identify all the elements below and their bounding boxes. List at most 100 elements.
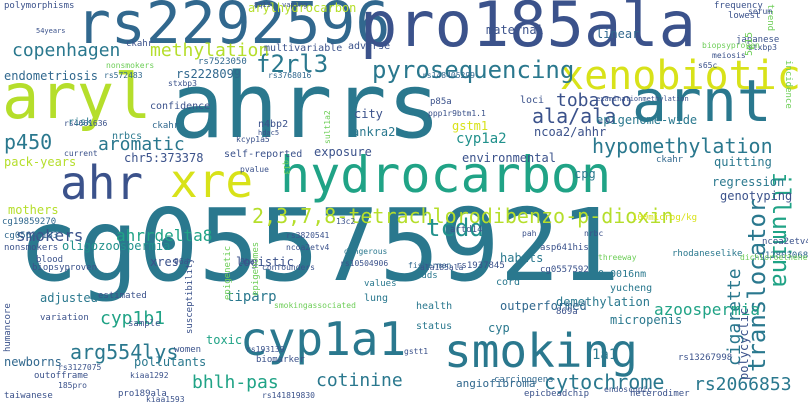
cloud-word: cyp1b1 <box>100 308 166 329</box>
cloud-word: newborns <box>4 355 62 369</box>
cloud-word: meiosis <box>712 51 746 60</box>
cloud-word: confidence <box>150 101 211 112</box>
cloud-word: 185pro <box>58 381 87 390</box>
cloud-word: susceptibility <box>185 258 195 334</box>
cloud-word: lung <box>364 293 389 304</box>
cloud-word: copenhagen <box>12 40 121 61</box>
cloud-word: cyp1a2 <box>456 131 507 147</box>
cloud-word: rs7523050 <box>198 57 247 67</box>
cloud-word: tobacco <box>556 90 632 111</box>
cloud-word: endometriosis <box>4 69 98 83</box>
cloud-word: asp641his <box>540 243 589 253</box>
cloud-word: odds <box>416 271 438 281</box>
cloud-word: p450 <box>4 130 53 154</box>
cloud-word: 96a <box>174 257 189 266</box>
cloud-word: aromatic <box>98 134 185 155</box>
cloud-word: pro189ala <box>118 389 167 399</box>
cloud-word: lowest <box>728 11 761 21</box>
cloud-word: serum <box>748 7 773 16</box>
cloud-word: bhlh-pas <box>192 372 279 393</box>
cloud-word: stxbp3 <box>168 79 197 88</box>
cloud-word: ahrrdelta8 <box>116 226 213 245</box>
cloud-word: examinationmethylation <box>596 95 689 103</box>
cloud-word: cg19859270 <box>2 217 57 227</box>
cloud-word: 2,3,7,8-tetrachlorodibenzo-p-dioxin <box>252 204 674 228</box>
cloud-word: maternal <box>486 23 544 37</box>
cloud-word: rs3127075 <box>58 363 102 372</box>
cloud-word: ahr <box>60 156 144 210</box>
cloud-word: adverse <box>348 41 391 52</box>
cloud-word: methylation <box>150 40 270 61</box>
cloud-word: cg05636183 <box>4 231 59 241</box>
cloud-word: rhodaneselike <box>672 249 743 259</box>
cloud-word: s65c <box>698 61 718 70</box>
cloud-word: genotyping <box>720 189 793 203</box>
cloud-word: frequency <box>714 1 763 11</box>
cloud-word: cg05575921 <box>18 187 621 304</box>
cloud-word: arg554lys <box>70 340 179 364</box>
cloud-word: rs10504906 <box>340 259 389 268</box>
cloud-word: outperformed <box>500 299 587 313</box>
cloud-word: hdac5 <box>258 129 280 137</box>
cloud-word: cyp <box>488 321 510 335</box>
cloud-word: 9ba <box>240 257 255 266</box>
cloud-word: 1a1 <box>592 347 618 363</box>
cloud-word: polycyclic <box>737 307 751 380</box>
cloud-word: hydrocarbon <box>280 146 612 204</box>
cloud-word: 0.0016nm <box>598 269 647 280</box>
cloud-word: arylhydrocarbon <box>248 1 357 15</box>
cloud-word: ncoa2/ahhr <box>534 125 607 139</box>
cloud-word: 100microg/kg <box>632 213 698 223</box>
cloud-word: ala185ala <box>420 263 464 272</box>
cloud-word: pvalue <box>240 165 269 174</box>
cloud-word: cg0557592 <box>540 265 589 275</box>
cloud-word: nrbc <box>584 229 604 238</box>
cloud-word: ckahr <box>656 155 684 165</box>
cloud-word: rs141819830 <box>262 391 315 400</box>
cloud-word: cg12803068 <box>754 251 808 261</box>
cloud-word: threeway <box>598 253 637 262</box>
cloud-word: ppp1r9btm1.1 <box>428 109 486 118</box>
cloud-word: risk <box>68 117 93 128</box>
cloud-word: tcdd <box>426 214 484 242</box>
cloud-word: xres <box>150 255 179 269</box>
cloud-word: ncoa2etv4 <box>762 237 808 247</box>
cloud-word: ankra2 <box>352 125 396 139</box>
cloud-word: rs1937845 <box>456 261 505 271</box>
cloud-word: oligozoospermia <box>62 239 171 253</box>
cloud-word: variation <box>40 313 89 323</box>
cloud-word: micropenis <box>610 313 683 327</box>
cloud-word: pyrosequencing <box>372 56 575 84</box>
cloud-word: smokers <box>16 226 84 245</box>
cloud-word: habits <box>500 251 544 265</box>
cloud-word: ckahr <box>152 121 180 131</box>
cloud-word: endoscopic <box>604 385 653 394</box>
cloud-word: city <box>354 107 383 121</box>
cloud-word: xenobiotic <box>560 53 801 99</box>
cloud-word: rs2292596 <box>76 0 391 57</box>
cloud-word: taiwanese <box>4 391 53 401</box>
cloud-word: 8q13 <box>254 1 271 9</box>
cloud-word: sample <box>128 319 161 329</box>
cloud-word: yucheng <box>610 283 653 294</box>
cloud-word: stxbp3 <box>748 43 777 52</box>
cloud-word: chr5:373378 <box>124 151 204 165</box>
cloud-word: pack-years <box>4 155 77 169</box>
cloud-word: rs193139 <box>246 345 285 354</box>
cloud-word: artd14 <box>450 225 483 235</box>
cloud-word: biomarker <box>256 355 305 365</box>
cloud-word: cyp1a1 <box>240 312 407 366</box>
cloud-word: heterodimer <box>630 389 690 399</box>
cloud-word: smoking <box>444 324 638 378</box>
cloud-word: rs2066853 <box>694 374 792 395</box>
cloud-word: dangerous <box>344 247 388 256</box>
cloud-word: quitting <box>714 155 772 169</box>
cloud-word: gstm1 <box>452 119 489 133</box>
cloud-word: toxic <box>206 333 243 347</box>
cloud-word: adjusted <box>40 291 98 305</box>
cloud-word: nrbcs <box>112 131 143 142</box>
cloud-word: 869a <box>556 307 578 317</box>
cloud-word: cord <box>496 277 521 288</box>
cloud-word: logistic <box>236 255 294 269</box>
